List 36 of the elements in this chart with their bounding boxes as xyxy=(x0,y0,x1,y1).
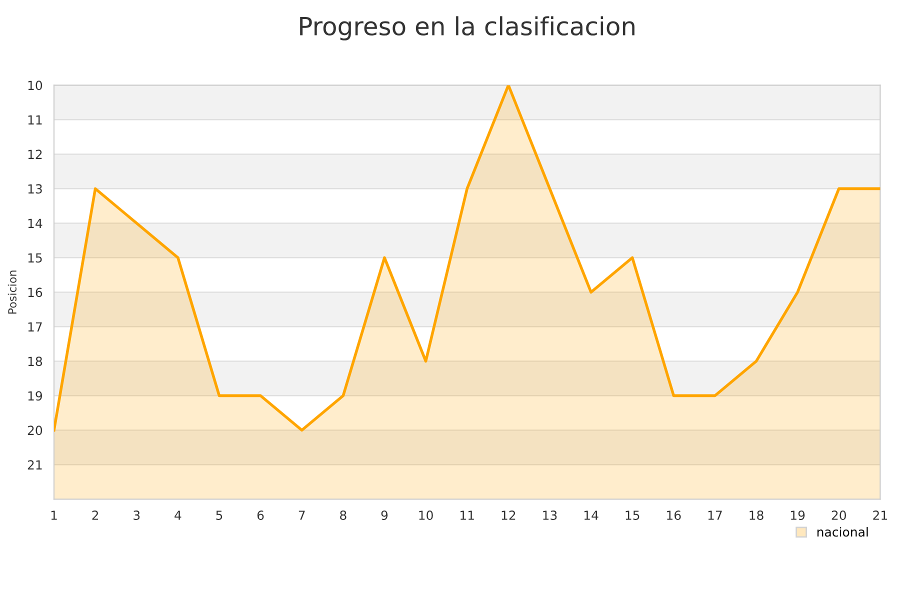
y-tick-label: 12 xyxy=(28,150,42,159)
y-tick-label: 10 xyxy=(28,80,42,90)
y-tick-label: 14 xyxy=(28,218,42,228)
x-tick-label: 16 xyxy=(667,510,681,520)
x-tick-label: 5 xyxy=(216,510,222,520)
y-tick-label: 13 xyxy=(28,184,42,194)
y-tick-label: 17 xyxy=(28,322,42,332)
x-tick-label: 1 xyxy=(51,510,57,520)
x-tick-label: 19 xyxy=(791,510,805,520)
x-tick-label: 2 xyxy=(92,510,98,520)
x-tick-label: 20 xyxy=(832,510,846,520)
x-tick-label: 10 xyxy=(419,510,433,520)
x-tick-label: 15 xyxy=(626,510,640,520)
y-axis-title: Posicion xyxy=(8,270,16,314)
x-tick-label: 4 xyxy=(174,510,182,520)
y-tick-label: 18 xyxy=(28,356,42,366)
y-tick-label: 11 xyxy=(28,115,42,124)
chart-title: Progreso en la clasificacion xyxy=(300,16,634,40)
x-tick-label: 9 xyxy=(381,510,388,520)
x-tick-label: 17 xyxy=(708,510,722,520)
x-tick-label: 14 xyxy=(584,510,598,520)
y-tick-label: 16 xyxy=(28,288,42,298)
y-tick-label: 15 xyxy=(28,253,42,263)
x-tick-label: 7 xyxy=(298,510,305,520)
y-tick-label: 20 xyxy=(28,426,42,436)
x-tick-label: 18 xyxy=(750,510,764,520)
x-tick-label: 6 xyxy=(257,510,264,520)
y-tick-label: 19 xyxy=(28,391,42,401)
y-tick-label: 21 xyxy=(28,460,42,470)
x-tick-label: 3 xyxy=(134,510,140,520)
x-tick-label: 8 xyxy=(340,510,346,520)
legend-label: nacional xyxy=(817,527,868,537)
x-tick-label: 21 xyxy=(873,510,887,520)
x-tick-label: 11 xyxy=(460,510,474,520)
x-tick-label: 13 xyxy=(543,510,557,520)
x-tick-label: 12 xyxy=(502,510,516,520)
